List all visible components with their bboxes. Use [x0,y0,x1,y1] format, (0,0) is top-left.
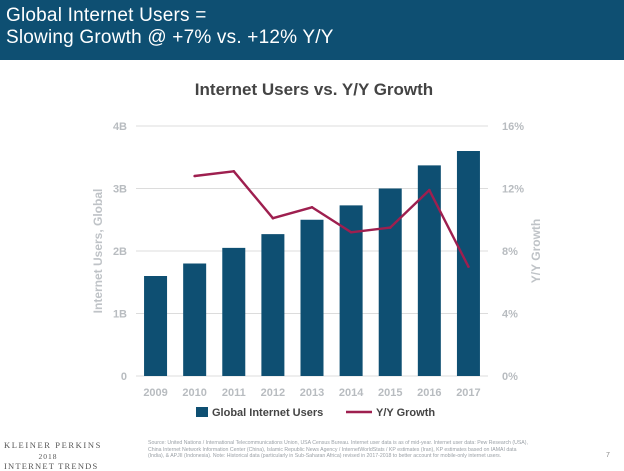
bar [183,263,207,376]
x-tick-label: 2015 [378,387,402,399]
x-tick-label: 2014 [339,387,364,399]
x-tick-label: 2011 [222,387,246,399]
y2-axis-title: Y/Y Growth [529,219,543,283]
y2-tick-label: 12% [502,184,524,196]
y2-tick-label: 0% [502,371,518,383]
legend-line-label: Y/Y Growth [376,407,435,419]
x-tick-label: 2017 [456,387,480,399]
legend-bar-swatch [196,407,208,417]
chart-title: Internet Users vs. Y/Y Growth [195,80,433,99]
growth-point [232,170,236,173]
legend-bar-label: Global Internet Users [212,407,323,419]
bar [261,234,285,376]
y2-tick-label: 4% [502,309,518,321]
y-tick-label: 4B [113,121,127,133]
growth-line [194,170,470,268]
x-tick-label: 2016 [417,387,441,399]
bar [456,151,480,376]
bar [417,165,441,376]
logo-line-1: KLEINER PERKINS [4,440,102,450]
x-tick-label: 2012 [261,387,285,399]
x-tick-label: 2013 [300,387,324,399]
y-tick-label: 1B [113,309,127,321]
bar [339,205,363,376]
bar [378,188,402,376]
source-note: Source: United Nations / International T… [148,440,528,460]
x-tick-label: 2010 [182,387,206,399]
y2-tick-label: 8% [502,246,518,258]
y-tick-label: 3B [113,184,127,196]
title-banner: Global Internet Users = Slowing Growth @… [0,0,624,60]
slide-title-line-1: Global Internet Users = [6,5,207,26]
y-axis-title: Internet Users, Global [91,189,105,314]
growth-point [388,226,392,229]
y2-tick-label: 16% [502,121,524,133]
growth-point [467,265,470,268]
growth-point [271,216,275,220]
growth-point [428,188,431,192]
slide-title-line-2: Slowing Growth @ +7% vs. +12% Y/Y [6,27,334,48]
bar [144,276,168,376]
y-tick-label: 0 [121,371,127,383]
growth-point [310,205,314,209]
y-tick-label: 2B [113,246,127,258]
logo-line-3: INTERNET TRENDS [4,461,99,471]
combo-chart: Internet Users vs. Y/Y Growth 0 0% 1B 4% 2B 8%… [91,80,543,419]
bar [222,247,246,376]
x-tick-label: 2009 [143,387,167,399]
page-number: 7 [606,452,610,459]
growth-point [193,174,196,178]
bar [300,219,324,376]
growth-point [349,230,353,234]
logo-line-2: 2018 [38,452,58,461]
